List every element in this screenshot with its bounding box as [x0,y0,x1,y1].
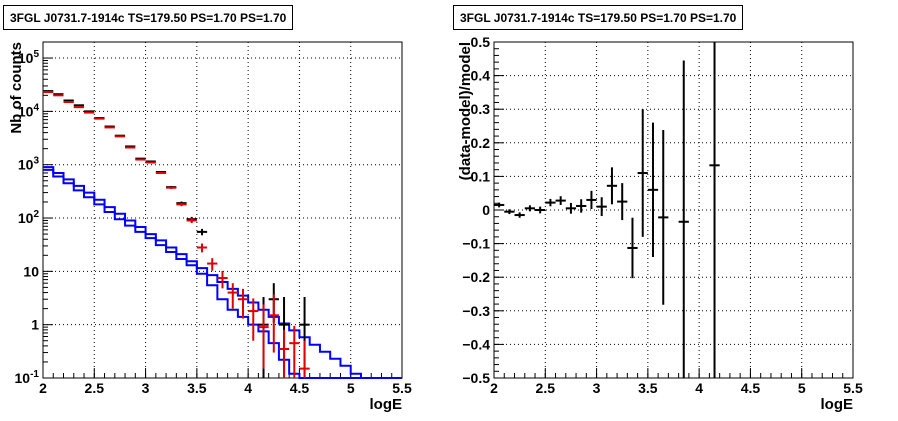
x-tick-label: 5.5 [392,380,412,396]
x-tick-label: 4 [695,380,703,396]
x-axis-label: logE [370,396,403,413]
y-tick-label: 0.3 [471,101,491,117]
x-tick-label: 3.5 [638,380,658,396]
y-axis-label: Nb of counts [8,42,25,134]
x-tick-label: 5 [347,380,355,396]
x-tick-label: 5 [798,380,806,396]
x-tick-label: 5.5 [843,380,863,396]
y-tick-label: 0.4 [471,68,491,84]
plot-frame [493,41,854,379]
x-tick-label: 4.5 [290,380,310,396]
y-tick-label: 0.1 [471,168,491,184]
y-tick-label: 10-1 [15,369,40,386]
y-tick-label: 10 [23,263,39,279]
left-chart-title: 3FGL J0731.7-1914c TS=179.50 PS=1.70 PS=… [3,5,294,30]
x-axis-label: logE [821,396,854,413]
y-tick-label: 103 [18,156,40,173]
y-tick-label: 0 [482,202,490,218]
model-step-line [43,166,402,379]
y-tick-label: 105 [18,49,40,66]
y-tick-label: 104 [18,102,40,119]
y-tick-label: −0.4 [462,336,490,352]
right-chart-title: 3FGL J0731.7-1914c TS=179.50 PS=1.70 PS=… [453,5,744,30]
model-step-line [43,168,402,379]
x-tick-label: 4 [244,380,252,396]
y-tick-label: 0.5 [471,34,491,50]
x-tick-label: 2.5 [85,380,105,396]
x-tick-label: 3 [142,380,150,396]
x-tick-label: 3 [593,380,601,396]
y-tick-label: −0.1 [462,236,490,252]
y-axis-label: (data-model)/model [457,42,474,180]
x-tick-label: 3.5 [187,380,207,396]
left-chart-panel: 2 2.5 3 3.5 4 4.5 5 5.5 10-1 1 10 102 103 104 105 logE N… [8,41,412,413]
x-tick-label: 4.5 [741,380,761,396]
right-chart-panel: 2 2.5 3 3.5 4 4.5 5 5.5 −0.5 −0.4 −0.3 −0.2 −0.1 0 0.1… [457,34,863,413]
y-tick-label: 1 [31,317,39,333]
y-tick-label: −0.2 [462,269,490,285]
y-tick-label: 0.2 [471,135,491,151]
x-tick-label: 2 [490,380,498,396]
y-tick-label: −0.3 [462,303,490,319]
x-tick-label: 2 [39,380,47,396]
x-tick-label: 2.5 [536,380,556,396]
y-tick-label: −0.5 [462,370,490,386]
plot-frame [42,41,403,379]
y-tick-label: 102 [18,209,40,226]
